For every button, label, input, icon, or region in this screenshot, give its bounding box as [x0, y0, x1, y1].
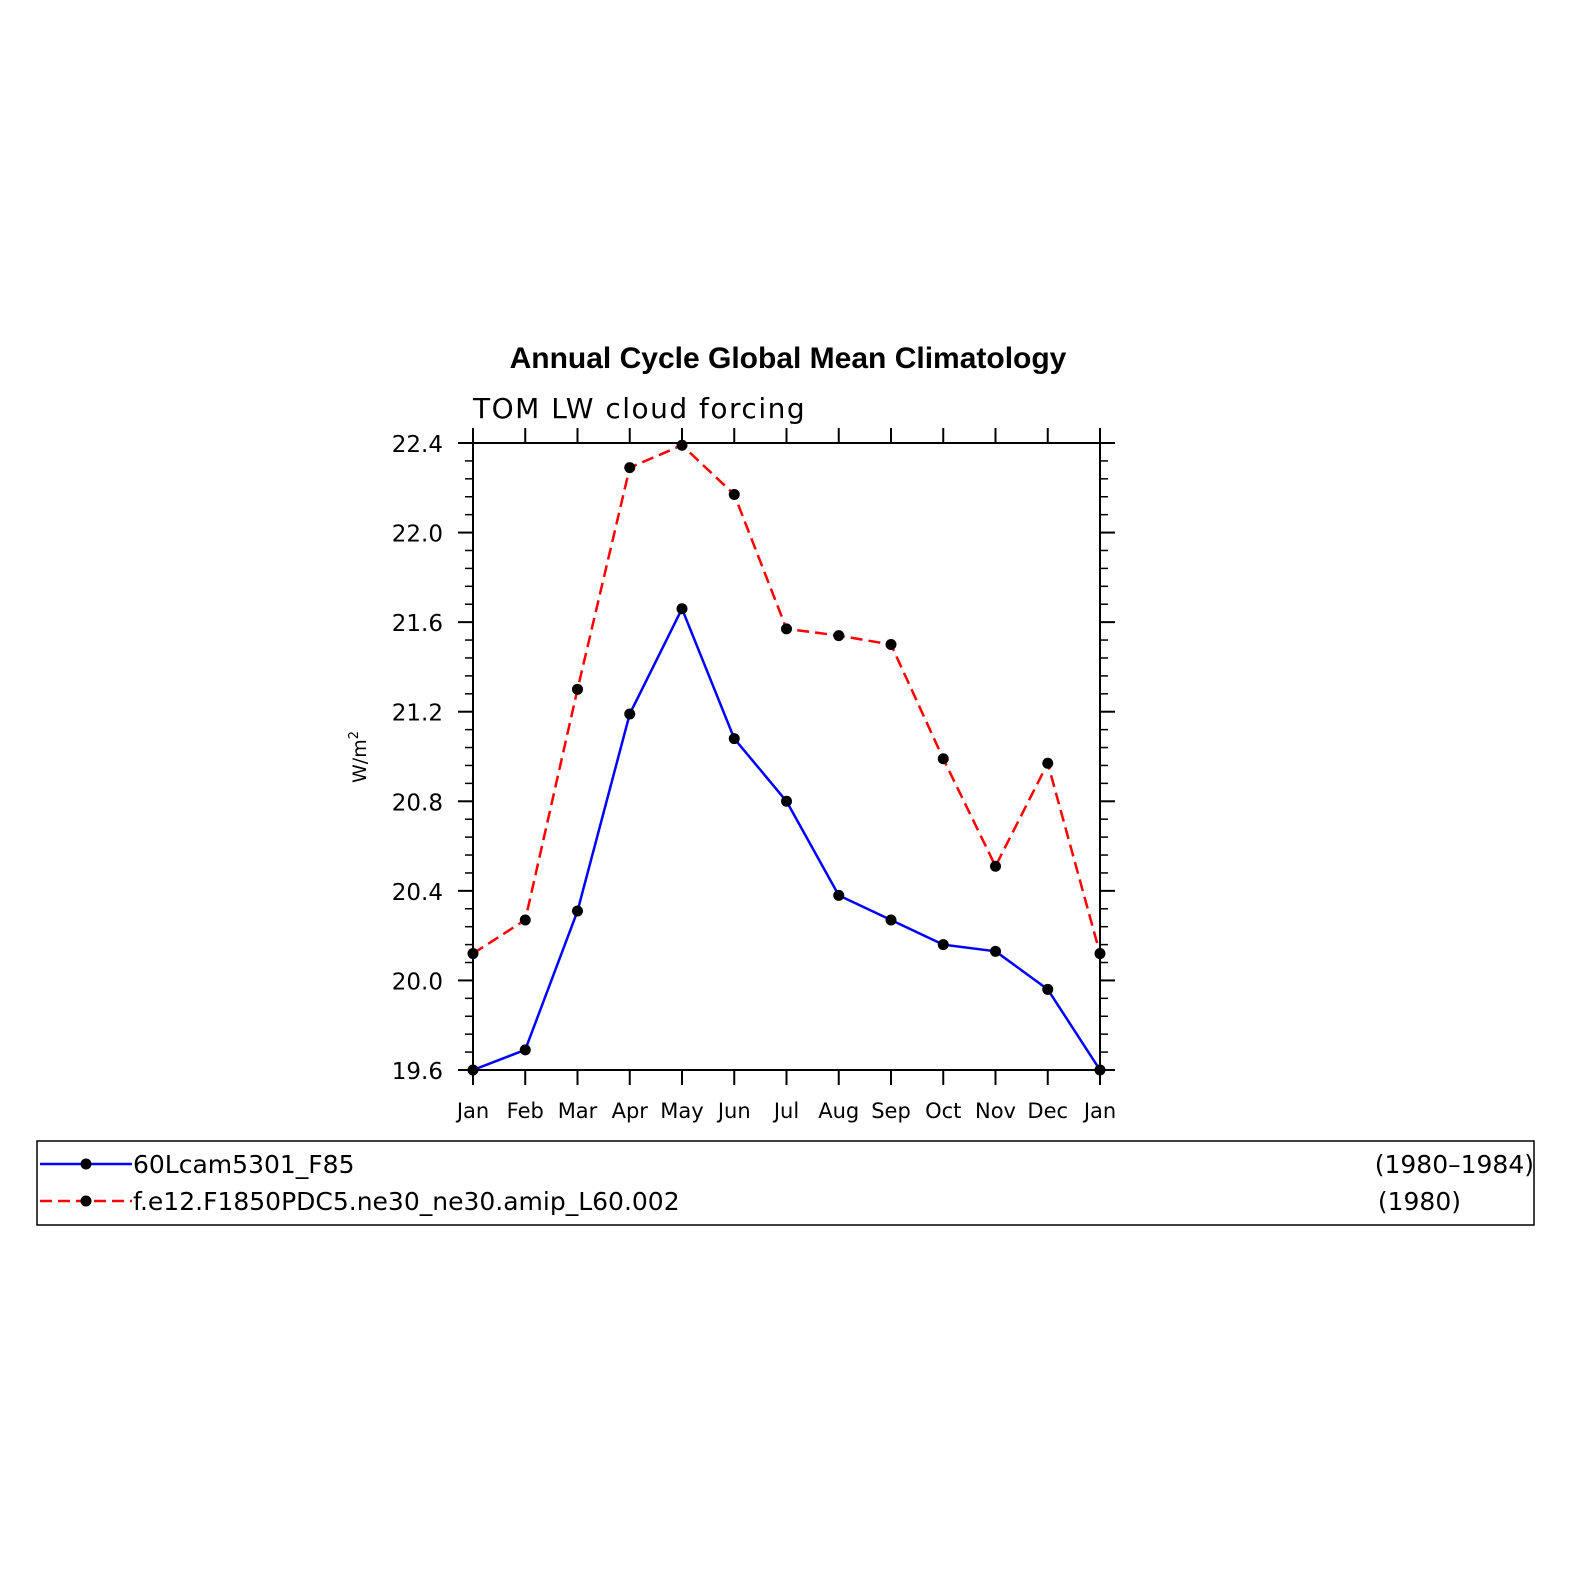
x-tick-label: Mar [558, 1099, 598, 1123]
series-1-point [990, 945, 1001, 957]
x-tick-label: Oct [925, 1099, 961, 1123]
x-tick-label: Apr [612, 1099, 649, 1123]
series-1-point [1094, 1064, 1106, 1076]
y-tick-label: 20.8 [392, 790, 443, 816]
series-1-point [728, 733, 740, 745]
series-line-2 [472, 443, 1102, 955]
y-tick-label: 21.6 [392, 611, 443, 637]
plot-frame [472, 442, 1101, 1071]
series-1-point [885, 914, 897, 926]
legend-series-name-1: 60Lcam5301_F85 [133, 1150, 354, 1179]
series-1-point [624, 708, 636, 720]
series-1-point [937, 939, 949, 951]
legend-marker-2 [80, 1195, 92, 1207]
series-2-point [624, 462, 636, 474]
x-tick-label: Feb [507, 1099, 544, 1123]
legend-series-years-2: (1980) [1378, 1187, 1461, 1216]
x-tick-label: Jan [1082, 1099, 1116, 1123]
chart-subtitle: TOM LW cloud forcing [472, 392, 806, 425]
axes: 19.6 20.0 20.4 20.8 21.2 21.6 22.0 22.4 Jan Feb Ma… [392, 428, 1116, 1123]
y-tick-label: 20.0 [392, 969, 443, 995]
legend: 60Lcam5301_F85 (1980–1984) f.e12.F1850PDC5… [36, 1140, 1535, 1226]
series-2-point [1094, 948, 1106, 960]
series-2-point [885, 639, 897, 651]
series-2-point [467, 948, 479, 960]
y-tick-label: 20.4 [392, 880, 443, 906]
y-tick-label: 22.4 [392, 432, 443, 458]
series-2-point [833, 630, 845, 642]
y-tick-label: 19.6 [392, 1059, 443, 1085]
series-2-point [676, 439, 688, 451]
series-2-point [519, 914, 531, 926]
y-tick-label: 21.2 [392, 701, 443, 727]
y-axis-label: W/m2 [347, 731, 371, 783]
series-2-point [572, 683, 583, 695]
series-2-point [728, 489, 740, 501]
series-2-point [781, 623, 792, 635]
series-1-point [519, 1044, 531, 1056]
y-tick-label: 22.0 [392, 522, 443, 548]
x-tick-label: Jan [455, 1099, 489, 1123]
series-1-point [676, 603, 688, 615]
x-tick-label: Jul [772, 1099, 799, 1123]
x-tick-label: Aug [818, 1099, 859, 1123]
series-group [467, 439, 1106, 1076]
x-tick-label: Dec [1027, 1099, 1068, 1123]
chart-title: Annual Cycle Global Mean Climatology [510, 342, 1067, 375]
y-axis-label-text: W/m [349, 739, 371, 783]
legend-marker-1 [80, 1158, 92, 1170]
x-tick-label: Jun [716, 1099, 751, 1123]
x-tick-label: Nov [975, 1099, 1016, 1123]
svg-text:W/m2: W/m2 [347, 731, 371, 783]
series-1-point [833, 889, 845, 901]
series-1-point [781, 795, 792, 807]
series-2-point [990, 860, 1001, 872]
x-tick-label: Sep [871, 1099, 911, 1123]
series-1-point [1042, 983, 1054, 995]
series-1-point [467, 1064, 479, 1076]
y-axis-label-superscript: 2 [347, 731, 362, 739]
legend-series-years-1: (1980–1984) [1375, 1150, 1534, 1179]
x-tick-label: May [660, 1099, 703, 1123]
series-2-point [1042, 757, 1054, 769]
series-1-point [572, 905, 583, 917]
series-line-1 [472, 607, 1102, 1072]
series-2-point [937, 753, 949, 765]
legend-box [36, 1140, 1535, 1226]
legend-series-name-2: f.e12.F1850PDC5.ne30_ne30.amip_L60.002 [133, 1187, 680, 1216]
